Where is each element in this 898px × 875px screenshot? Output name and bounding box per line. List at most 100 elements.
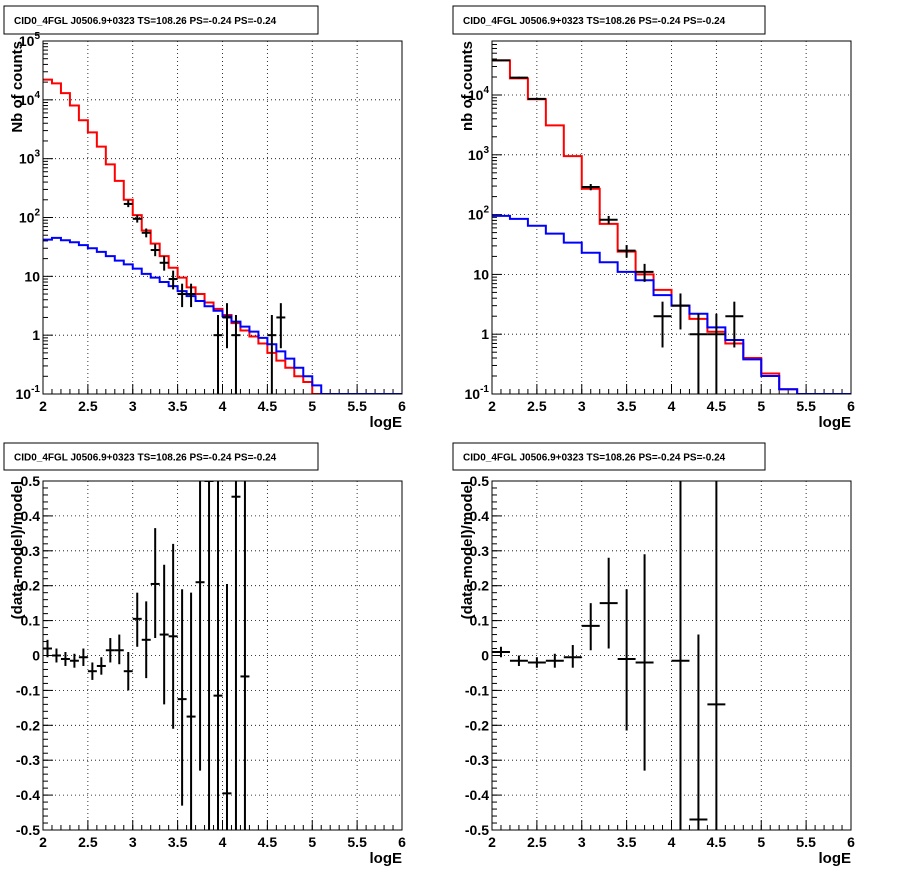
y-tick-label: -0.3 [16, 752, 40, 768]
x-tick-label: 4 [668, 398, 676, 414]
data-point [114, 634, 124, 665]
x-tick-label: 3.5 [168, 834, 188, 850]
data-point [168, 543, 178, 729]
chart-title: CID0_4FGL J0506.9+0323 TS=108.26 PS=-0.2… [463, 16, 726, 27]
model-step-line [43, 236, 402, 394]
model-step-line [492, 59, 851, 394]
data-point [671, 293, 690, 330]
data-point [87, 662, 97, 680]
data-point [492, 646, 510, 658]
x-tick-label: 2 [488, 834, 496, 850]
data-point [509, 655, 528, 666]
x-tick-label: 2 [39, 398, 47, 414]
y-axis-title: (data-model)/model [9, 481, 26, 619]
x-tick-label: 3.5 [617, 398, 637, 414]
y-tick-label: 0.1 [21, 613, 41, 629]
x-tick-label: 5 [308, 398, 316, 414]
x-tick-label: 3 [578, 398, 586, 414]
data-point [240, 481, 250, 830]
x-tick-label: 2.5 [527, 398, 547, 414]
model-step-line [492, 214, 851, 394]
data-point [123, 652, 133, 691]
data-point [509, 76, 528, 79]
data-point [213, 481, 223, 830]
y-tick-label: 0.4 [470, 508, 490, 524]
x-tick-label: 6 [847, 834, 855, 850]
chart-title: CID0_4FGL J0506.9+0323 TS=108.26 PS=-0.2… [463, 453, 726, 464]
data-point [195, 481, 205, 771]
plot-frame [491, 480, 852, 831]
data-point [186, 592, 196, 830]
data-point [563, 645, 582, 668]
data-point [707, 481, 726, 830]
title-box [452, 5, 766, 35]
y-axis-title: nb of counts [459, 41, 476, 131]
data-point [141, 228, 151, 238]
data-point [150, 244, 160, 257]
x-tick-label: 4.5 [707, 834, 727, 850]
x-axis-title: logE [819, 850, 852, 867]
x-tick-label: 4 [668, 834, 676, 850]
data-point [159, 256, 169, 271]
data-point [159, 564, 169, 705]
data-point [105, 638, 115, 663]
data-point [186, 283, 196, 308]
y-tick-label: 10 [24, 268, 40, 284]
data-point [213, 315, 223, 394]
y-tick-label: -0.3 [465, 752, 489, 768]
y-tick-label: 104 [468, 85, 490, 103]
plot-frame [491, 40, 852, 395]
data-point [599, 557, 618, 649]
y-tick-label: -0.2 [16, 717, 40, 733]
x-tick-label: 5.5 [796, 398, 816, 414]
x-tick-label: 4 [219, 398, 227, 414]
data-point [725, 301, 744, 348]
y-tick-label: 0 [32, 648, 40, 664]
y-tick-label: 0 [481, 648, 489, 664]
x-tick-label: 4.5 [707, 398, 727, 414]
x-axis-title: logE [370, 850, 403, 867]
y-tick-label: 0.1 [470, 613, 490, 629]
data-point [581, 183, 600, 191]
plot-area [492, 481, 726, 830]
data-point [51, 648, 61, 663]
x-tick-label: 6 [847, 398, 855, 414]
y-tick-label: 103 [468, 145, 490, 163]
chart-title: CID0_4FGL J0506.9+0323 TS=108.26 PS=-0.2… [14, 453, 277, 464]
y-tick-label: 102 [468, 205, 490, 223]
y-tick-label: 102 [19, 208, 41, 226]
plot-frame [42, 40, 403, 395]
y-tick-label: -0.4 [16, 787, 40, 803]
data-point [132, 592, 142, 647]
x-tick-label: 3 [129, 398, 137, 414]
x-tick-label: 4.5 [258, 834, 278, 850]
y-tick-label: 10-1 [16, 384, 41, 402]
title-box [3, 442, 319, 471]
y-tick-label: 0.5 [21, 473, 41, 489]
x-tick-label: 3 [578, 834, 586, 850]
x-tick-label: 5.5 [796, 834, 816, 850]
y-tick-label: -0.2 [465, 717, 489, 733]
data-point [43, 639, 52, 658]
x-axis-title: logE [370, 414, 403, 431]
data-point [141, 601, 151, 679]
data-point [168, 270, 178, 290]
y-axis-title: Nb of counts [9, 41, 26, 133]
y-tick-label: -0.5 [465, 822, 489, 838]
x-tick-label: 5 [757, 834, 765, 850]
plot-frame [42, 480, 403, 831]
y-tick-label: 1 [32, 327, 40, 343]
y-tick-label: 1 [481, 326, 489, 342]
data-point [581, 603, 600, 651]
data-point [150, 528, 160, 639]
model-step-line [43, 78, 402, 394]
x-tick-label: 2 [488, 398, 496, 414]
y-tick-label: 0.2 [470, 578, 490, 594]
x-tick-label: 6 [398, 834, 406, 850]
x-tick-label: 3.5 [617, 834, 637, 850]
data-point [527, 657, 546, 668]
panel-residuals-right: CID0_4FGL J0506.9+0323 TS=108.26 PS=-0.2… [452, 442, 855, 867]
data-point [527, 97, 546, 100]
data-point [671, 481, 690, 830]
